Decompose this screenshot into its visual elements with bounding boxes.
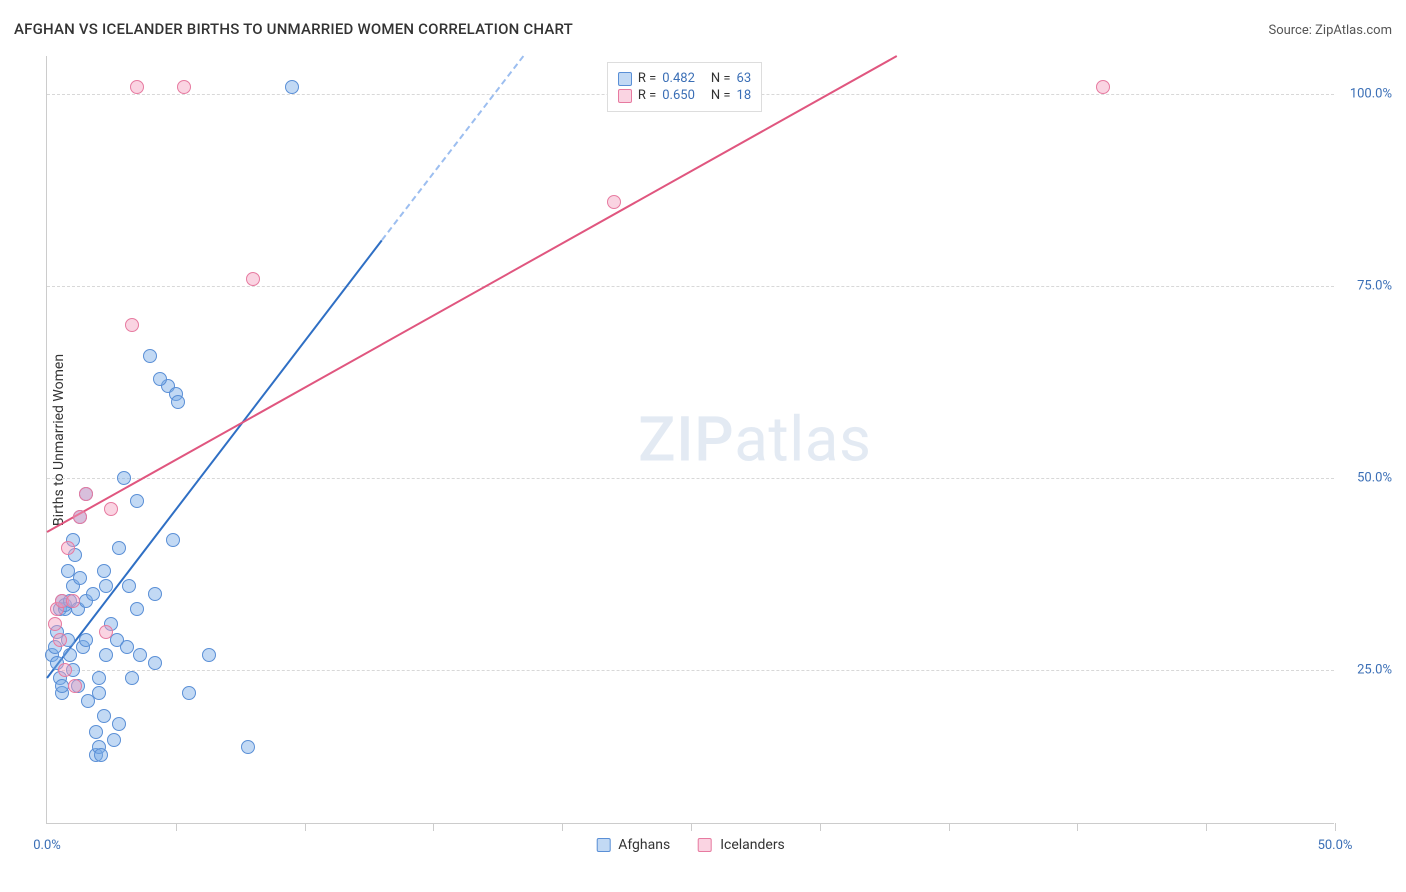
x-tick xyxy=(562,823,563,831)
data-point xyxy=(73,571,87,585)
chart-header: AFGHAN VS ICELANDER BIRTHS TO UNMARRIED … xyxy=(14,20,1392,38)
x-tick xyxy=(176,823,177,831)
y-tick-label: 100.0% xyxy=(1350,87,1392,102)
data-point xyxy=(1096,80,1110,94)
stat-r-value: 0.650 xyxy=(662,88,695,103)
stats-row: R = 0.650 N = 18 xyxy=(618,88,751,103)
stat-n-value: 63 xyxy=(737,71,752,86)
stat-n-value: 18 xyxy=(737,88,752,103)
stats-box: R = 0.482 N = 63 R = 0.650 N = 18 xyxy=(607,62,762,112)
data-point xyxy=(97,564,111,578)
y-axis-label: Births to Unmarried Women xyxy=(51,353,67,525)
data-point xyxy=(79,633,93,647)
series-legend: Afghans Icelanders xyxy=(596,837,785,853)
data-point xyxy=(153,372,167,386)
data-point xyxy=(89,725,103,739)
data-point xyxy=(61,541,75,555)
data-point xyxy=(61,564,75,578)
data-point xyxy=(202,648,216,662)
stat-key: R = xyxy=(638,71,656,86)
data-point xyxy=(122,579,136,593)
gridline xyxy=(47,670,1334,671)
data-point xyxy=(86,587,100,601)
x-tick xyxy=(820,823,821,831)
watermark: ZIPatlas xyxy=(638,403,871,476)
gridline xyxy=(47,478,1334,479)
legend-item: Afghans xyxy=(596,837,670,853)
y-tick-label: 75.0% xyxy=(1357,279,1392,294)
x-tick xyxy=(691,823,692,831)
swatch-icon xyxy=(698,838,712,852)
legend-label: Icelanders xyxy=(720,837,785,853)
data-point xyxy=(148,656,162,670)
stat-key: N = xyxy=(711,71,731,86)
data-point xyxy=(99,648,113,662)
stats-row: R = 0.482 N = 63 xyxy=(618,71,751,86)
y-tick-label: 25.0% xyxy=(1357,663,1392,678)
trend-line xyxy=(46,240,382,679)
data-point xyxy=(241,740,255,754)
x-tick xyxy=(949,823,950,831)
data-point xyxy=(246,272,260,286)
swatch-icon xyxy=(618,72,632,86)
data-point xyxy=(130,602,144,616)
data-point xyxy=(130,80,144,94)
gridline xyxy=(47,286,1334,287)
data-point xyxy=(112,717,126,731)
data-point xyxy=(99,625,113,639)
data-point xyxy=(66,594,80,608)
data-point xyxy=(104,502,118,516)
legend-item: Icelanders xyxy=(698,837,785,853)
data-point xyxy=(171,395,185,409)
data-point xyxy=(97,709,111,723)
x-tick xyxy=(305,823,306,831)
data-point xyxy=(92,671,106,685)
data-point xyxy=(125,318,139,332)
stat-key: N = xyxy=(711,88,731,103)
legend-label: Afghans xyxy=(618,837,670,853)
data-point xyxy=(607,195,621,209)
data-point xyxy=(133,648,147,662)
chart-title: AFGHAN VS ICELANDER BIRTHS TO UNMARRIED … xyxy=(14,20,573,38)
x-tick xyxy=(1206,823,1207,831)
y-tick-label: 50.0% xyxy=(1357,471,1392,486)
data-point xyxy=(107,733,121,747)
data-point xyxy=(182,686,196,700)
data-point xyxy=(125,671,139,685)
data-point xyxy=(120,640,134,654)
data-point xyxy=(148,587,162,601)
data-point xyxy=(166,533,180,547)
data-point xyxy=(143,349,157,363)
stat-key: R = xyxy=(638,88,656,103)
data-point xyxy=(73,510,87,524)
x-tick xyxy=(433,823,434,831)
data-point xyxy=(94,748,108,762)
data-point xyxy=(79,487,93,501)
data-point xyxy=(68,679,82,693)
x-tick xyxy=(1335,823,1336,831)
scatter-plot: Births to Unmarried Women ZIPatlas 25.0%… xyxy=(46,56,1334,824)
data-point xyxy=(130,494,144,508)
trend-line xyxy=(47,55,898,533)
data-point xyxy=(92,686,106,700)
data-point xyxy=(58,663,72,677)
data-point xyxy=(53,633,67,647)
swatch-icon xyxy=(596,838,610,852)
data-point xyxy=(99,579,113,593)
data-point xyxy=(48,617,62,631)
x-tick-label: 50.0% xyxy=(1318,838,1353,853)
data-point xyxy=(63,648,77,662)
chart-source: Source: ZipAtlas.com xyxy=(1268,23,1392,38)
data-point xyxy=(177,80,191,94)
swatch-icon xyxy=(618,89,632,103)
x-tick-label: 0.0% xyxy=(33,838,61,853)
trend-line xyxy=(381,55,524,241)
data-point xyxy=(112,541,126,555)
data-point xyxy=(285,80,299,94)
stat-r-value: 0.482 xyxy=(662,71,695,86)
x-tick xyxy=(1077,823,1078,831)
